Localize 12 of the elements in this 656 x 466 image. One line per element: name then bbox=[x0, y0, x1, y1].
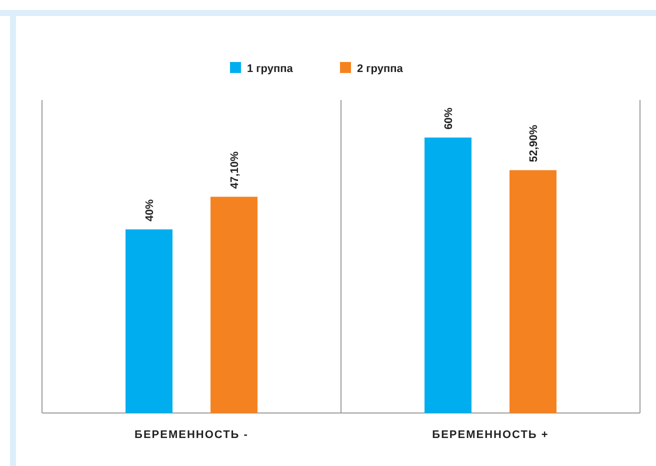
bar bbox=[126, 229, 172, 413]
x-tick-label: БЕРЕМЕННОСТЬ - bbox=[134, 429, 248, 441]
bar bbox=[424, 138, 472, 413]
data-label: 60% bbox=[443, 107, 455, 130]
bar bbox=[510, 170, 556, 413]
legend-label: 2 группа bbox=[357, 63, 404, 75]
legend-label: 1 группа bbox=[247, 63, 294, 75]
bar bbox=[210, 196, 258, 413]
data-label: 40% bbox=[144, 199, 156, 222]
x-tick-label: БЕРЕМЕННОСТЬ + bbox=[432, 429, 549, 441]
data-label: 52,90% bbox=[528, 124, 540, 162]
data-label: 47,10% bbox=[229, 151, 241, 189]
